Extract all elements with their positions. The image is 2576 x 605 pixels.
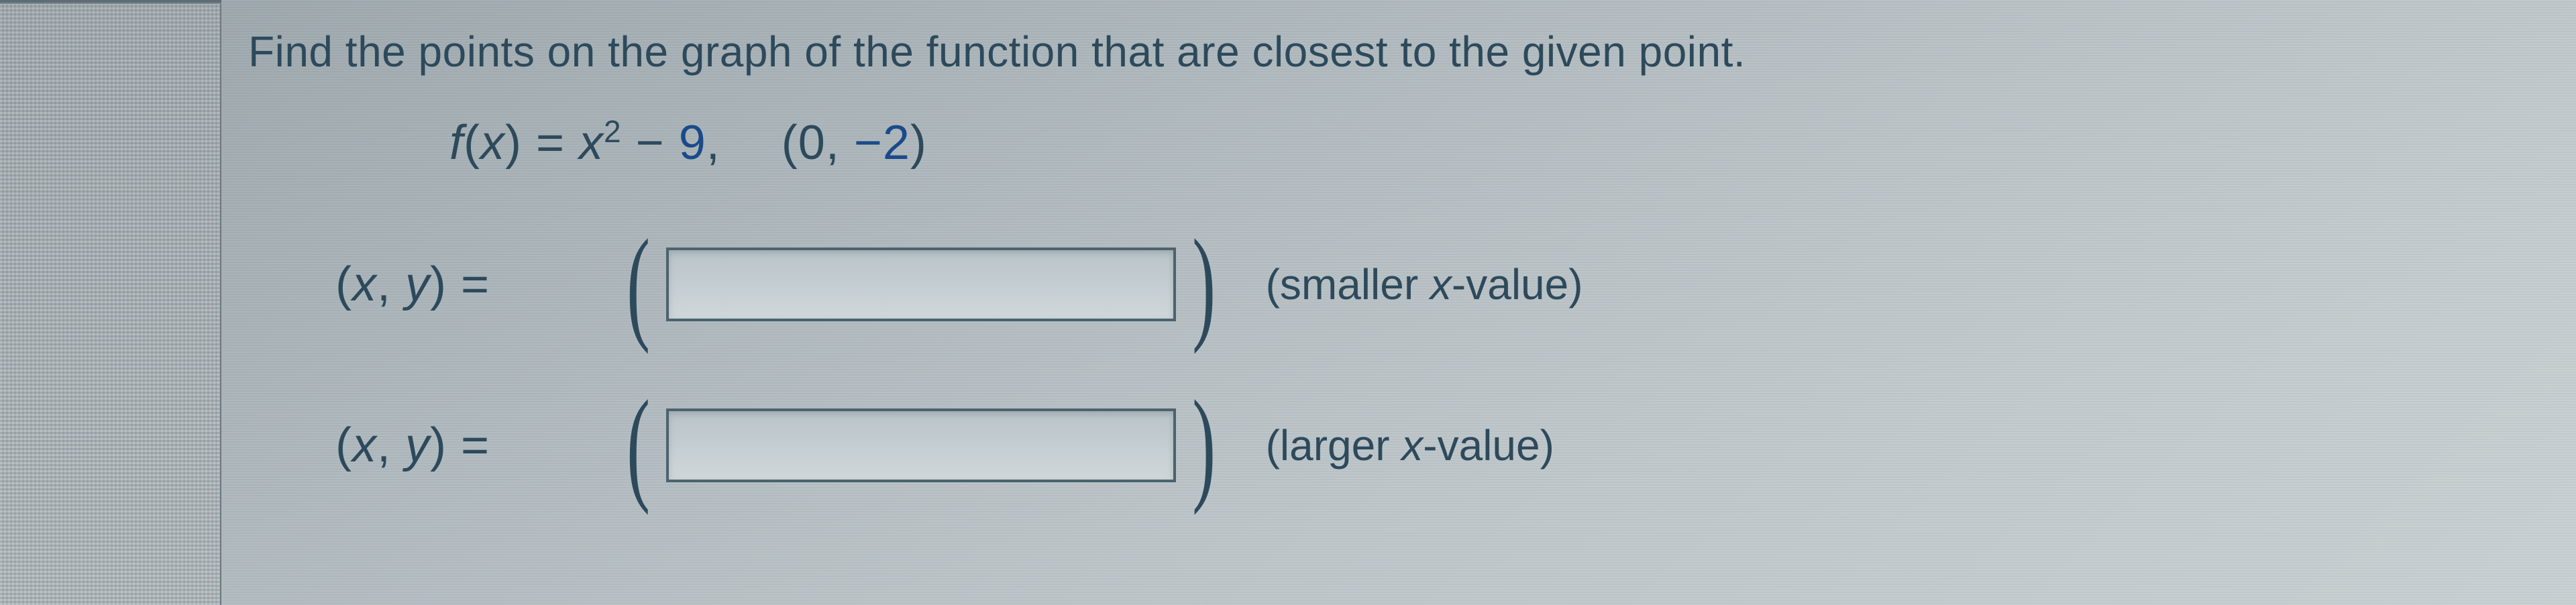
big-paren-open: ( [627, 227, 650, 341]
xy-x: x [352, 258, 377, 311]
answer-input-larger[interactable] [666, 408, 1176, 482]
big-paren-group-smaller: ( ) [617, 217, 1226, 351]
hint-larger-x: x [1401, 421, 1423, 470]
xy-eq: = [447, 258, 490, 311]
hint-larger-post: -value) [1423, 421, 1554, 470]
xy-eq-2: = [447, 419, 490, 472]
xy-close: ) [430, 258, 447, 311]
answer-row-smaller: (x, y) = ( ) (smaller x-value) [335, 217, 2536, 351]
gp-comma: , [826, 116, 854, 170]
fn-open-paren: ( [464, 116, 480, 170]
xy-label-smaller: (x, y) = [335, 257, 617, 312]
left-margin-texture [0, 0, 221, 605]
big-paren-open-2: ( [627, 388, 650, 502]
xy-x-2: x [352, 419, 377, 472]
xy-label-larger: (x, y) = [335, 418, 617, 473]
fn-x2: x [579, 116, 604, 170]
given-point: (0, −2) [782, 116, 927, 170]
gp-open: ( [782, 116, 798, 170]
answer-input-smaller[interactable] [666, 248, 1176, 321]
fn-comma: , [706, 116, 720, 170]
xy-y-2: y [405, 419, 430, 472]
screenshot-root: Find the points on the graph of the func… [0, 0, 2576, 605]
gp-zero: 0 [798, 116, 826, 170]
xy-comma: , [377, 258, 405, 311]
fn-f: f [449, 116, 464, 170]
hint-larger-pre: (larger [1266, 421, 1402, 470]
fn-sup2: 2 [604, 114, 622, 149]
hint-smaller-pre: (smaller [1266, 260, 1430, 309]
question-text: Find the points on the graph of the func… [248, 27, 2536, 76]
fn-minus: − [622, 116, 679, 170]
xy-open-2: ( [335, 419, 352, 472]
xy-open: ( [335, 258, 352, 311]
hint-smaller-post: -value) [1452, 260, 1583, 309]
hint-smaller: (smaller x-value) [1266, 260, 1583, 309]
fn-x: x [480, 116, 505, 170]
xy-close-2: ) [430, 419, 447, 472]
fn-nine: 9 [679, 116, 706, 170]
xy-comma-2: , [377, 419, 405, 472]
big-paren-close: ) [1193, 227, 1216, 341]
hint-smaller-x: x [1430, 260, 1452, 309]
gp-neg2: −2 [854, 116, 910, 170]
big-paren-close-2: ) [1193, 388, 1216, 502]
big-paren-group-larger: ( ) [617, 378, 1226, 512]
answer-row-larger: (x, y) = ( ) (larger x-value) [335, 378, 2536, 512]
content-area: Find the points on the graph of the func… [221, 0, 2576, 605]
gp-close: ) [910, 116, 927, 170]
fn-eq: = [522, 116, 579, 170]
function-line: f(x) = x2 − 9, (0, −2) [449, 113, 2536, 170]
fn-close-paren: ) [505, 116, 522, 170]
hint-larger: (larger x-value) [1266, 421, 1554, 470]
xy-y: y [405, 258, 430, 311]
